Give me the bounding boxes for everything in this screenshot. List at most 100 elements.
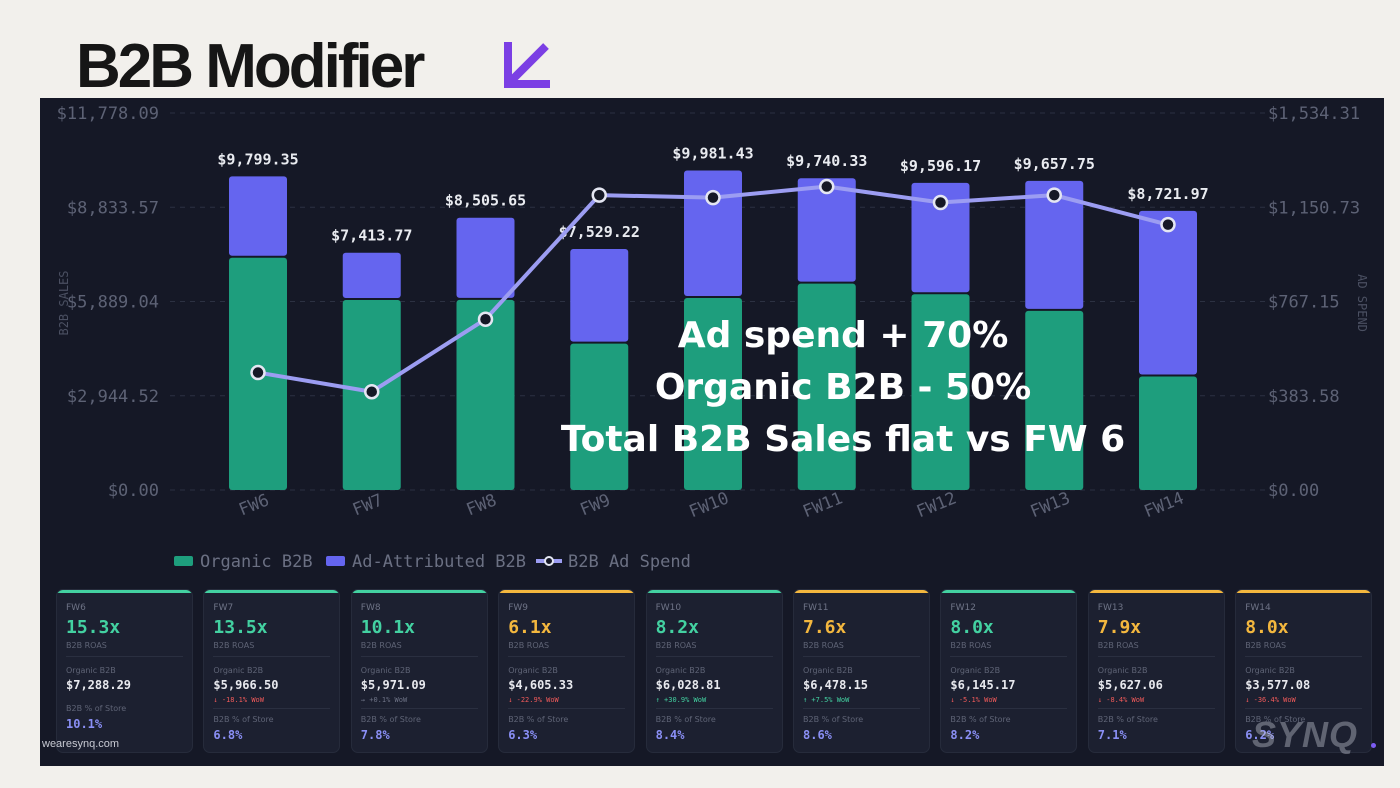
ad-spend-point [364,383,380,400]
divider [950,708,1068,709]
divider [508,708,626,709]
legend-organic-label: Organic B2B [200,552,313,572]
roas-label: B2B ROAS [213,641,255,650]
legend-organic-swatch [174,556,193,566]
store-share-label: B2B % of Store [508,715,569,724]
organic-value: $7,288.29 [66,678,132,692]
legend-spend-label: B2B Ad Spend [568,552,691,572]
page-title: B2B Modifier [76,32,425,101]
ad-attributed-bar [797,178,856,282]
store-share-label: B2B % of Store [655,715,716,724]
callout-line-3: Total B2B Sales flat vs FW 6 [560,419,1126,460]
arrow-logo-icon [504,42,550,88]
week-label: FW9 [508,603,528,613]
divider [508,656,626,657]
organic-label: Organic B2B [66,666,116,675]
ad-attributed-bar [911,182,970,293]
store-share-label: B2B % of Store [360,715,421,724]
left-axis-tick-label: $8,833.57 [67,198,159,218]
status-bar [351,590,487,593]
organic-bar [1139,376,1197,490]
week-label: FW14 [1245,603,1271,613]
roas-label: B2B ROAS [1245,641,1287,650]
x-axis-tick-label: FW10 [686,488,731,522]
right-axis-tick-label: $767.15 [1268,293,1340,313]
roas-label: B2B ROAS [803,641,844,650]
kpi-card: FW10 8.2x B2B ROAS Organic B2B $6,028.81 ↑ +3… [645,589,783,753]
organic-value: $6,028.81 [655,678,721,692]
divider [1097,708,1215,709]
x-axis-tick-label: FW13 [1028,488,1073,522]
ad-spend-point [819,178,835,195]
divider [803,708,920,709]
organic-bar [456,299,515,490]
bar-total-label: $8,721.97 [1127,185,1208,203]
kpi-card: FW11 7.6x B2B ROAS Organic B2B $6,478.15 ↑ +7… [793,589,930,753]
bar-total-label: $9,740.33 [786,152,867,170]
right-axis-title: AD SPEND [1355,274,1369,332]
store-share-label: B2B % of Store [1097,715,1158,724]
roas-value: 7.6x [803,617,847,638]
dashboard-panel: $11,778.09 $1,534.31 $8,833.57 $1,150.73 $5,… [40,98,1384,766]
week-label: FW12 [950,603,976,613]
legend-ad-label: Ad-Attributed B2B [352,552,526,572]
wow-change: ↓ -22.9% WoW [508,696,559,704]
divider [655,708,773,709]
divider [213,656,331,657]
ad-attributed-bar [1025,180,1084,309]
bar-total-label: $7,529.22 [559,223,640,241]
week-label: FW7 [213,603,234,613]
kpi-card: FW6 15.3x B2B ROAS Organic B2B $7,288.29 B2B … [56,589,193,753]
organic-label: Organic B2B [950,666,1001,675]
organic-bar [911,294,970,490]
store-share-value: 8.6% [803,728,832,742]
bar-total-label: $9,799.35 [217,150,298,168]
callout-text: Ad spend + 70% Organic B2B - 50% Total B… [518,310,1168,466]
organic-label: Organic B2B [213,666,264,675]
wow-change: → +0.1% WoW [360,696,408,704]
roas-value: 6.1x [508,617,552,638]
wow-change: ↓ -36.4% WoW [1245,696,1296,704]
x-axis-tick-label: FW11 [800,488,845,522]
kpi-card: FW12 8.0x B2B ROAS Organic B2B $6,145.17 ↓ -5… [940,589,1078,753]
store-share-value: 6.8% [213,728,243,742]
divider [360,708,478,709]
roas-label: B2B ROAS [655,641,697,650]
ad-spend-point [1160,216,1176,233]
wow-change: ↑ +30.9% WoW [655,696,707,704]
roas-label: B2B ROAS [950,641,992,650]
x-axis-tick-label: FW6 [236,490,272,520]
roas-label: B2B ROAS [1097,641,1139,650]
ad-attributed-bar [684,170,742,297]
store-share-value: 6.2% [1245,728,1275,742]
week-label: FW13 [1097,603,1124,613]
store-share-label: B2B % of Store [950,715,1011,724]
left-axis-tick-label: $2,944.52 [67,387,159,407]
callout-line-2: Organic B2B - 50% [654,367,1032,408]
kpi-card: FW7 13.5x B2B ROAS Organic B2B $5,966.50 ↓ -1… [203,589,341,753]
status-bar [204,590,340,593]
status-bar [794,590,929,593]
bar-total-label: $9,596.17 [900,157,981,175]
x-axis-tick-label: FW9 [577,490,613,520]
store-share-label: B2B % of Store [66,704,127,713]
kpi-card: FW14 8.0x B2B ROAS Organic B2B $3,577.08 ↓ -3… [1235,589,1373,753]
left-axis-tick-label: $11,778.09 [57,104,159,124]
roas-label: B2B ROAS [508,641,550,650]
right-axis-tick-label: $1,534.31 [1268,104,1360,124]
organic-value: $4,605.33 [508,678,574,692]
divider [950,656,1068,657]
organic-label: Organic B2B [655,666,706,675]
bar-total-label: $7,413.77 [331,227,412,245]
week-label: FW8 [360,603,381,613]
ad-attributed-bar [1139,210,1197,375]
divider [213,708,331,709]
store-share-label: B2B % of Store [803,715,864,724]
ad-attributed-bar [570,249,629,342]
store-share-value: 7.1% [1097,728,1127,742]
organic-bar [684,298,742,490]
status-bar [1088,590,1224,593]
organic-value: $5,627.06 [1097,678,1163,692]
weekly-kpi-cards: FW6 15.3x B2B ROAS Organic B2B $7,288.29 B2B … [56,589,1384,753]
week-label: FW11 [803,603,829,613]
